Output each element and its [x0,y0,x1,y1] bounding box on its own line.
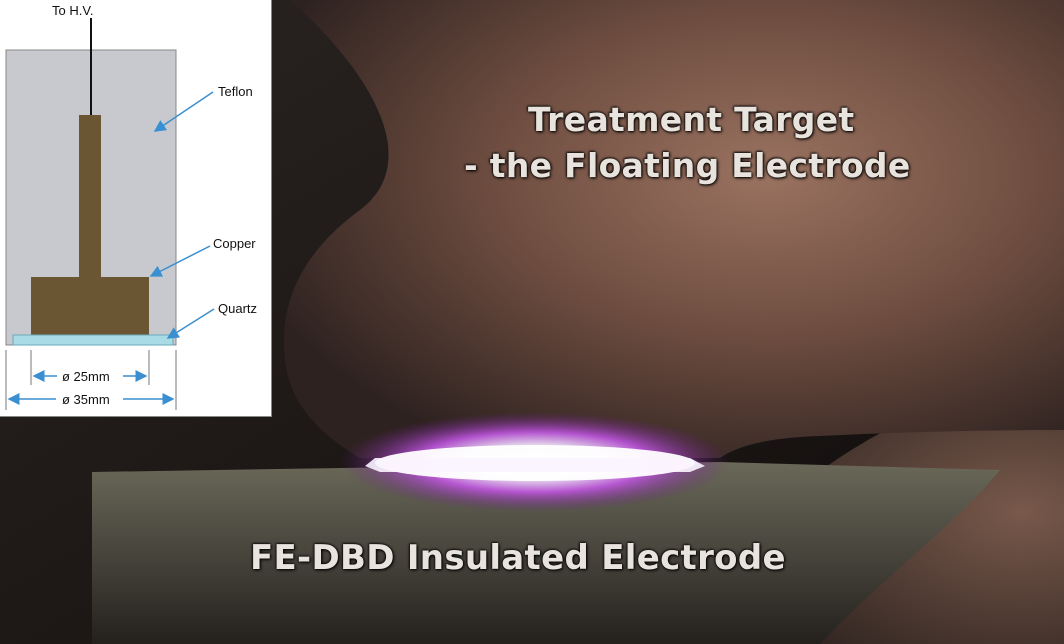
quartz-plate [12,334,174,346]
finger-floating-electrode [283,0,1064,458]
plasma-edge [365,458,705,472]
electrode-diagram: To H.V. Teflon Copper Quartz ø 25mm ø 35… [5,3,257,410]
quartz-label: Quartz [218,301,257,316]
caption-treatment-target: Treatment Target [528,100,855,139]
hv-label: To H.V. [52,3,93,18]
inner-diameter-label: ø 25mm [62,369,110,384]
copper-base [31,277,149,335]
copper-stem [79,115,101,278]
insulated-electrode-body [92,462,1000,644]
quartz-pointer [166,308,215,339]
caption-floating-electrode: - the Floating Electrode [464,146,911,185]
copper-label: Copper [213,236,256,251]
caption-insulated-electrode: FE-DBD Insulated Electrode [250,538,786,578]
teflon-label: Teflon [218,84,253,99]
outer-diameter-label: ø 35mm [62,392,110,407]
electrode-diagram-inset: To H.V. Teflon Copper Quartz ø 25mm ø 35… [0,0,272,417]
copper-pointer [149,245,211,277]
teflon-pointer [153,91,214,132]
